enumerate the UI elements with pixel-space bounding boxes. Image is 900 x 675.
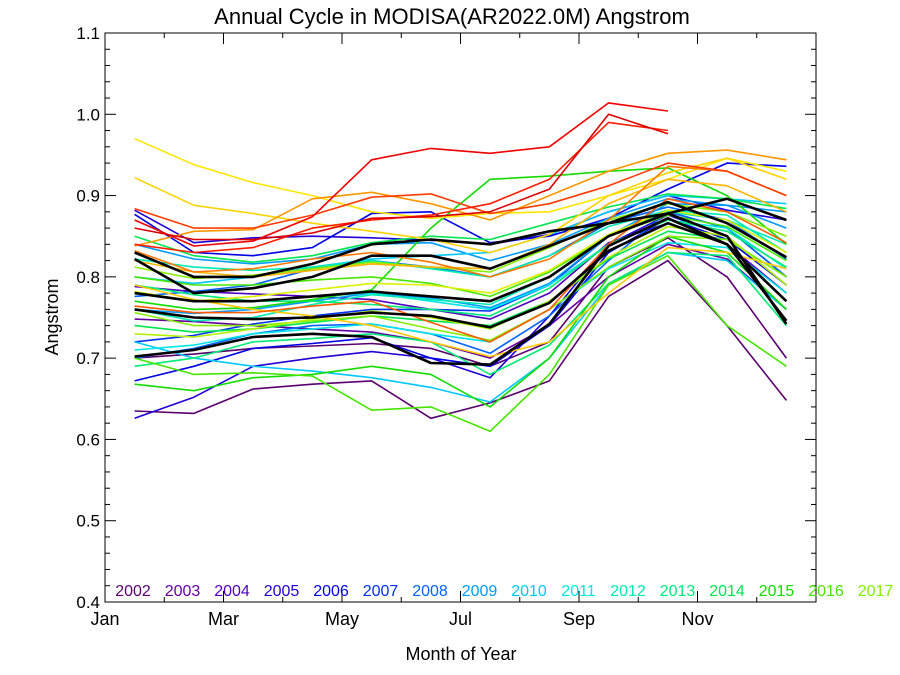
series-layer (133, 102, 788, 433)
legend-year-2006: 2006 (313, 583, 349, 600)
legend-year-2012: 2012 (610, 583, 646, 600)
y-tick-label: 0.8 (76, 268, 100, 287)
series-line-2006 (134, 162, 787, 257)
series-line-2010 (134, 251, 787, 403)
x-tick-label: Sep (563, 609, 595, 629)
x-axis-label: Month of Year (405, 644, 516, 664)
legend-year-2017: 2017 (858, 583, 894, 600)
legend: 2002 2003 2004 2005 2006 2007 2008 2009 2010 2011… (115, 583, 893, 600)
x-tick-label: Nov (681, 609, 713, 629)
y-tick-label: 1.0 (76, 105, 100, 124)
legend-year-2003: 2003 (165, 583, 201, 600)
series-line-unlabeled-24 (134, 235, 787, 408)
legend-year-2013: 2013 (660, 583, 696, 600)
legend-year-2002: 2002 (115, 583, 151, 600)
y-axis-label: Angstrom (42, 278, 62, 355)
series-line-unlabeled-36 (134, 165, 787, 278)
series-line-unlabeled-16 (134, 241, 787, 351)
legend-year-2009: 2009 (462, 583, 498, 600)
series-line-2016 (134, 254, 787, 433)
series-line-unlabeled-32 (134, 157, 787, 254)
series-line-unlabeled-42 (134, 197, 787, 279)
series-line-unlabeled-43 (133, 200, 788, 295)
legend-year-2011: 2011 (561, 583, 596, 600)
series-line-unlabeled-12 (134, 198, 787, 265)
x-tick-label: Mar (208, 609, 239, 629)
series-line-unlabeled-40 (134, 102, 669, 247)
legend-year-2008: 2008 (412, 583, 448, 600)
y-tick-label: 0.9 (76, 187, 100, 206)
x-tick-label: Jul (449, 609, 472, 629)
legend-year-2007: 2007 (363, 583, 399, 600)
series-line-2017 (134, 235, 787, 342)
series-line-unlabeled-29 (134, 225, 787, 338)
y-tick-label: 0.7 (76, 349, 100, 368)
y-tick-label: 0.6 (76, 430, 100, 449)
series-line-unlabeled-45 (134, 221, 788, 329)
series-line-2002 (134, 259, 788, 420)
series-line-unlabeled-33 (134, 246, 787, 358)
legend-year-2016: 2016 (808, 583, 844, 600)
legend-year-2004: 2004 (214, 583, 250, 600)
series-line-unlabeled-35 (134, 149, 787, 247)
legend-year-2014: 2014 (709, 583, 745, 600)
y-tick-label: 1.1 (76, 24, 100, 43)
y-axis-ticks: 0.4 0.5 0.6 0.7 0.8 0.9 1.0 1.1 (76, 24, 816, 612)
series-line-unlabeled-38 (134, 162, 787, 229)
series-line-unlabeled-20 (134, 251, 788, 376)
x-tick-label: May (325, 609, 359, 629)
x-axis-ticks: Jan Mar May Jul Sep Nov (90, 33, 758, 629)
y-tick-label: 0.5 (76, 512, 100, 531)
series-line-unlabeled-31 (134, 137, 787, 220)
legend-year-2005: 2005 (264, 583, 300, 600)
x-tick-label: Jan (90, 609, 119, 629)
y-tick-label: 0.4 (76, 593, 100, 612)
series-line-unlabeled-44 (134, 212, 788, 325)
legend-year-2010: 2010 (511, 583, 547, 600)
series-line-unlabeled-37 (134, 198, 787, 343)
series-line-unlabeled-46 (134, 217, 788, 366)
legend-year-2015: 2015 (759, 583, 795, 600)
series-line-unlabeled-41 (134, 113, 669, 241)
series-line-2014 (134, 193, 787, 263)
chart-title: Annual Cycle in MODISA(AR2022.0M) Angstr… (214, 4, 690, 29)
